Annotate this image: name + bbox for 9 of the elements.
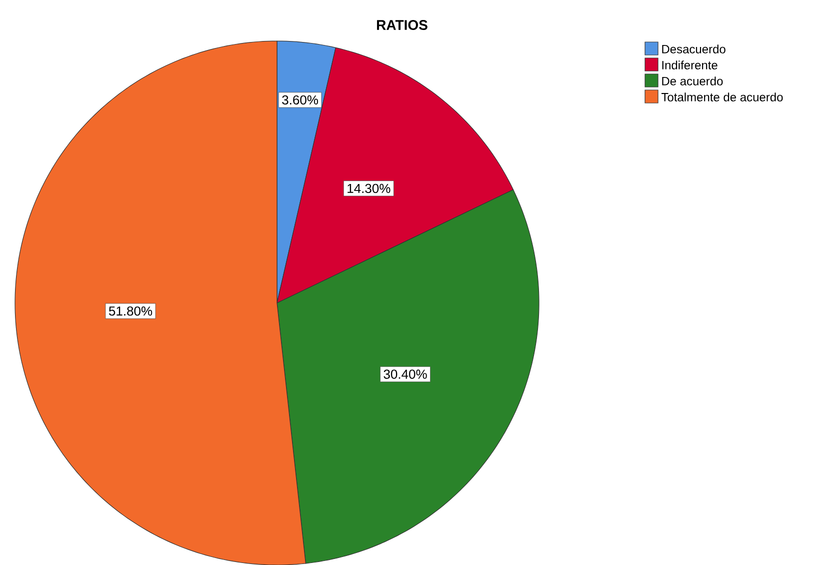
data-label: 30.40%: [384, 369, 427, 379]
data-label: 3.60%: [282, 95, 318, 104]
data-label: 14.30%: [348, 184, 390, 193]
legend-label: Indiferente: [662, 60, 718, 70]
data-label: 51.80%: [108, 306, 152, 316]
chart-title: RATIOS: [377, 20, 428, 30]
legend-label: Desacuerdo: [662, 44, 726, 54]
legend-label: Totalmente de acuerdo: [661, 92, 783, 102]
legend-label: De acuerdo: [662, 76, 723, 86]
